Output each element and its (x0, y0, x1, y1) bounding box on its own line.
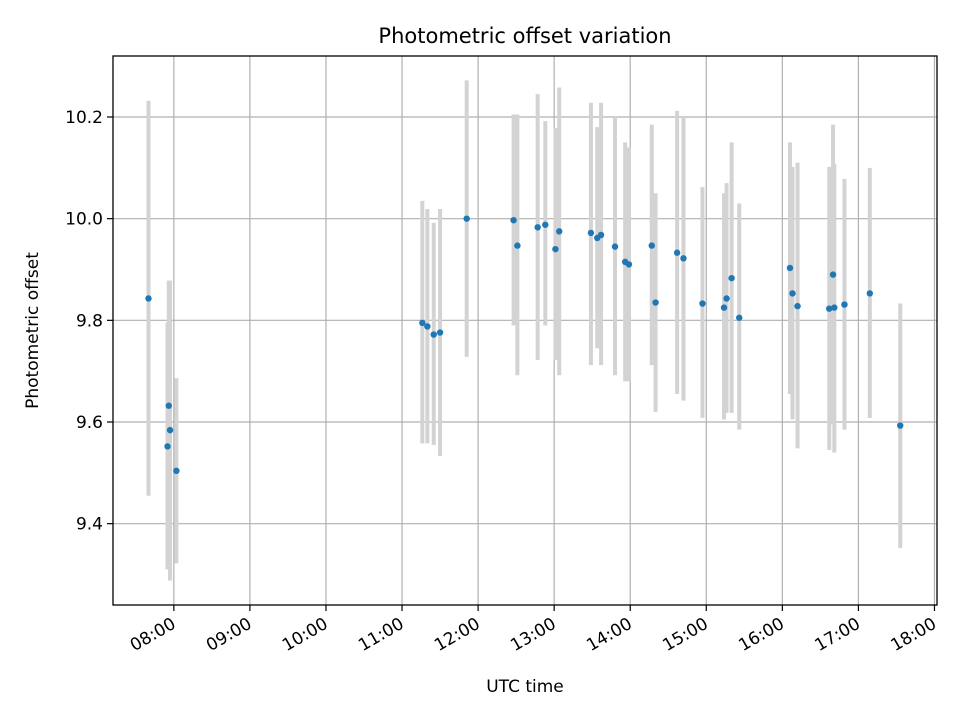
data-point (166, 426, 174, 434)
data-point (514, 242, 521, 249)
data-point (510, 216, 517, 224)
data-point (587, 229, 595, 237)
data-point (866, 290, 874, 297)
data-point (831, 304, 838, 311)
x-axis-title: UTC time (486, 677, 564, 697)
data-point (463, 215, 470, 222)
data-point (736, 314, 743, 321)
x-tick-label: 08:00 (127, 614, 179, 656)
data-point (841, 301, 848, 308)
x-tick-label: 17:00 (811, 614, 863, 656)
x-axis-ticks: 08:00 09:00 10:00 11:00 12:00 13:00 14:00 15:00… (127, 605, 940, 656)
data-point (723, 295, 730, 302)
data-point (720, 304, 728, 311)
data-point (625, 261, 633, 268)
grid-lines (113, 56, 937, 605)
error-bars (146, 80, 903, 581)
data-point (145, 295, 152, 302)
x-tick-label: 10:00 (279, 614, 331, 656)
x-tick-label: 11:00 (355, 614, 407, 656)
data-point (597, 231, 605, 239)
x-tick-label: 18:00 (888, 614, 940, 656)
y-axis-ticks: 9.4 9.6 9.8 10.0 10.2 (65, 108, 113, 535)
data-point (794, 302, 801, 310)
data-point (897, 422, 904, 429)
data-point (542, 221, 549, 228)
data-point (173, 467, 180, 474)
data-point (430, 331, 437, 338)
y-tick-label: 9.8 (76, 311, 103, 331)
data-point (789, 290, 796, 297)
data-point (436, 329, 444, 336)
x-tick-label: 15:00 (659, 614, 711, 656)
data-point (648, 242, 655, 249)
data-point (786, 264, 794, 272)
y-tick-label: 10.2 (65, 108, 103, 128)
data-point (728, 274, 735, 282)
data-point (829, 271, 837, 278)
y-tick-label: 9.6 (76, 413, 103, 433)
x-tick-label: 13:00 (507, 614, 559, 656)
data-point (699, 300, 706, 307)
data-point (680, 255, 687, 262)
data-point (556, 228, 563, 235)
x-tick-label: 14:00 (583, 614, 635, 656)
data-point (419, 319, 426, 327)
data-point (611, 243, 619, 250)
x-tick-label: 16:00 (735, 614, 787, 656)
chart-title: Photometric offset variation (378, 24, 671, 48)
x-tick-label: 12:00 (431, 614, 483, 656)
x-tick-label: 09:00 (203, 614, 255, 656)
data-points (145, 215, 904, 474)
data-point (534, 224, 541, 231)
y-tick-label: 10.0 (65, 210, 103, 230)
data-point (552, 245, 559, 253)
y-tick-label: 9.4 (76, 515, 103, 535)
y-axis-title: Photometric offset (23, 252, 43, 409)
plot-frame (112, 55, 938, 606)
data-point (164, 443, 171, 450)
data-point (826, 305, 833, 312)
data-point (165, 402, 172, 409)
data-point (652, 299, 659, 306)
data-point (424, 323, 431, 330)
data-point (673, 249, 681, 256)
